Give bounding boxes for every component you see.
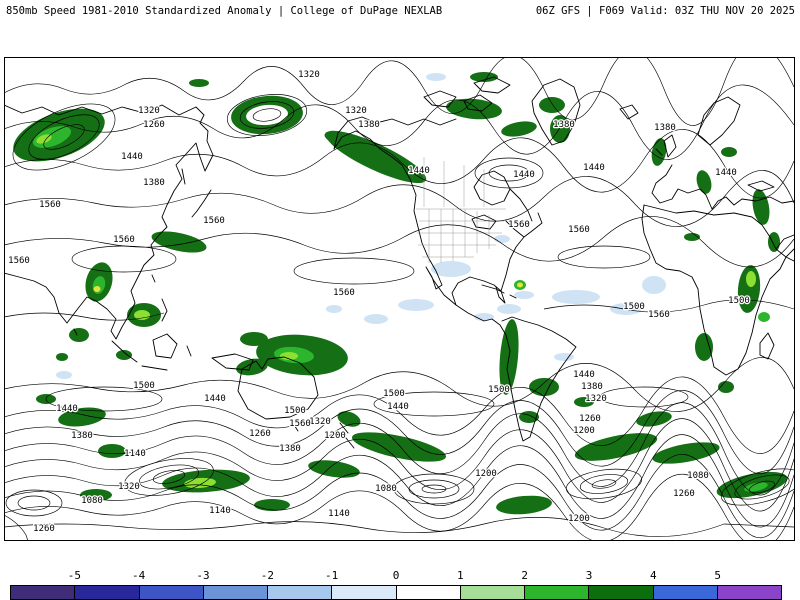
contour-label: 1380 xyxy=(358,120,380,130)
colorbar-tick: 0 xyxy=(392,569,400,582)
colorbar-tick: 4 xyxy=(650,569,657,582)
contour-label: 1440 xyxy=(204,394,226,404)
colorbar-segment xyxy=(139,586,204,599)
contour-label: 1560 xyxy=(203,216,225,226)
contour-label: 1560 xyxy=(648,310,670,320)
colorbar-segment xyxy=(11,586,76,599)
colorbar-segment xyxy=(525,586,590,599)
colorbar-segment xyxy=(460,586,525,599)
colorbar-tick: 5 xyxy=(714,569,721,582)
admin-boundaries-layer xyxy=(416,157,506,263)
colorbar-tick: -4 xyxy=(132,569,146,582)
negative-anomaly-shading-layer xyxy=(56,73,666,379)
contour-label: 1380 xyxy=(654,123,676,133)
colorbar-tick: 3 xyxy=(585,569,593,582)
contour-label: 1560 xyxy=(113,235,135,245)
contour-label: 1500 xyxy=(488,385,510,395)
contour-label: 1560 xyxy=(39,200,61,210)
colorbar-segment xyxy=(717,586,781,599)
contour-label: 1320 xyxy=(138,106,160,116)
contour-label: 1200 xyxy=(324,431,346,441)
colorbar-tick: -2 xyxy=(260,569,274,582)
contour-label: 1260 xyxy=(673,489,695,499)
colorbar-segment xyxy=(332,586,397,599)
contour-label: 1500 xyxy=(728,296,750,306)
contour-label: 1380 xyxy=(71,431,93,441)
contour-label: 1200 xyxy=(573,426,595,436)
contour-label: 1320 xyxy=(309,417,331,427)
contour-label: 1080 xyxy=(375,484,397,494)
colorbar-tick: 1 xyxy=(457,569,464,582)
contour-label: 1380 xyxy=(553,120,575,130)
colorbar-tick: -5 xyxy=(67,569,81,582)
contour-label: 1560 xyxy=(508,220,530,230)
contour-label: 1440 xyxy=(408,166,430,176)
contour-label: 1380 xyxy=(143,178,165,188)
contour-label: 1380 xyxy=(279,444,301,454)
colorbar xyxy=(10,585,782,600)
contour-label: 1440 xyxy=(56,404,78,414)
coastlines-layer xyxy=(4,76,795,449)
contour-label: 1560 xyxy=(568,225,590,235)
contour-label: 1440 xyxy=(583,163,605,173)
contour-label: 1500 xyxy=(383,389,405,399)
contour-label: 1440 xyxy=(715,168,737,178)
contour-label: 1440 xyxy=(513,170,535,180)
contour-label: 1500 xyxy=(623,302,645,312)
contour-labels-layer: 1320126013201440138015601560156015601320… xyxy=(7,69,751,536)
colorbar-segment xyxy=(396,586,461,599)
colorbar-segment xyxy=(653,586,718,599)
chart-title: 850mb Speed 1981-2010 Standardized Anoma… xyxy=(6,5,443,17)
contour-label: 1440 xyxy=(387,402,409,412)
contour-label: 1560 xyxy=(333,288,355,298)
height-contours-layer xyxy=(4,57,795,541)
contour-label: 1260 xyxy=(579,414,601,424)
colorbar-tick: 2 xyxy=(521,569,528,582)
contour-label: 1440 xyxy=(573,370,595,380)
contour-label: 1200 xyxy=(475,469,497,479)
contour-label: 1380 xyxy=(581,382,603,392)
colorbar-segment xyxy=(589,586,654,599)
contour-label: 1140 xyxy=(328,509,350,519)
model-run-info: 06Z GFS | F069 Valid: 03Z THU NOV 20 202… xyxy=(535,5,795,17)
colorbar-ticks: -5 -4 -3 -2 -1 0 1 2 3 4 5 xyxy=(10,569,782,583)
contour-label: 1320 xyxy=(298,70,320,80)
contour-label: 1260 xyxy=(143,120,165,130)
contour-label: 1440 xyxy=(121,152,143,162)
contour-label: 1260 xyxy=(249,429,271,439)
contour-label: 1080 xyxy=(81,496,103,506)
map-border xyxy=(4,57,795,541)
colorbar-segment xyxy=(268,586,333,599)
contour-label: 1200 xyxy=(568,514,590,524)
world-map: 1320126013201440138015601560156015601320… xyxy=(4,57,795,541)
contour-label: 1320 xyxy=(118,482,140,492)
contour-label: 1260 xyxy=(33,524,55,534)
contour-label: 1080 xyxy=(687,471,709,481)
colorbar-segment xyxy=(203,586,268,599)
contour-label: 1320 xyxy=(585,394,607,404)
contour-label: 1560 xyxy=(8,256,30,266)
positive-anomaly-shading-layer xyxy=(13,72,788,515)
contour-label: 1140 xyxy=(209,506,231,516)
header: 850mb Speed 1981-2010 Standardized Anoma… xyxy=(6,5,795,17)
colorbar-tick: -3 xyxy=(196,569,210,582)
colorbar-segment xyxy=(75,586,140,599)
colorbar-tick: -1 xyxy=(325,569,339,582)
contour-label: 1140 xyxy=(124,449,146,459)
contour-label: 1500 xyxy=(133,381,155,391)
contour-label: 1560 xyxy=(289,419,311,429)
contour-label: 1320 xyxy=(345,106,367,116)
contour-label: 1500 xyxy=(284,406,306,416)
